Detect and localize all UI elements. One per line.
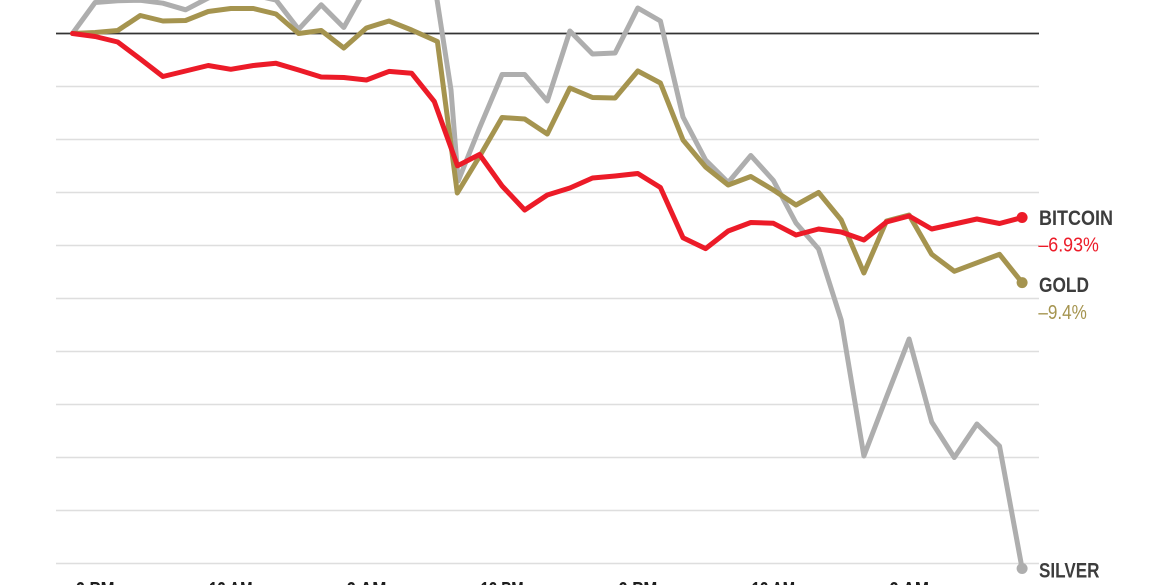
svg-text:GOLD: GOLD bbox=[1039, 274, 1089, 297]
svg-text:12 PM: 12 PM bbox=[481, 579, 524, 585]
svg-text:6 PM: 6 PM bbox=[76, 579, 115, 585]
svg-text:–9.4%: –9.4% bbox=[1038, 302, 1087, 324]
svg-text:6 AM: 6 AM bbox=[889, 579, 929, 585]
svg-text:6 PM: 6 PM bbox=[618, 579, 657, 585]
svg-text:12 AM: 12 AM bbox=[209, 579, 253, 585]
svg-text:SILVER: SILVER bbox=[1039, 560, 1100, 583]
svg-text:6 AM: 6 AM bbox=[346, 579, 386, 585]
svg-text:BITCOIN: BITCOIN bbox=[1039, 207, 1113, 230]
svg-text:12 AM: 12 AM bbox=[752, 579, 796, 585]
svg-text:–6.93%: –6.93% bbox=[1038, 235, 1099, 257]
